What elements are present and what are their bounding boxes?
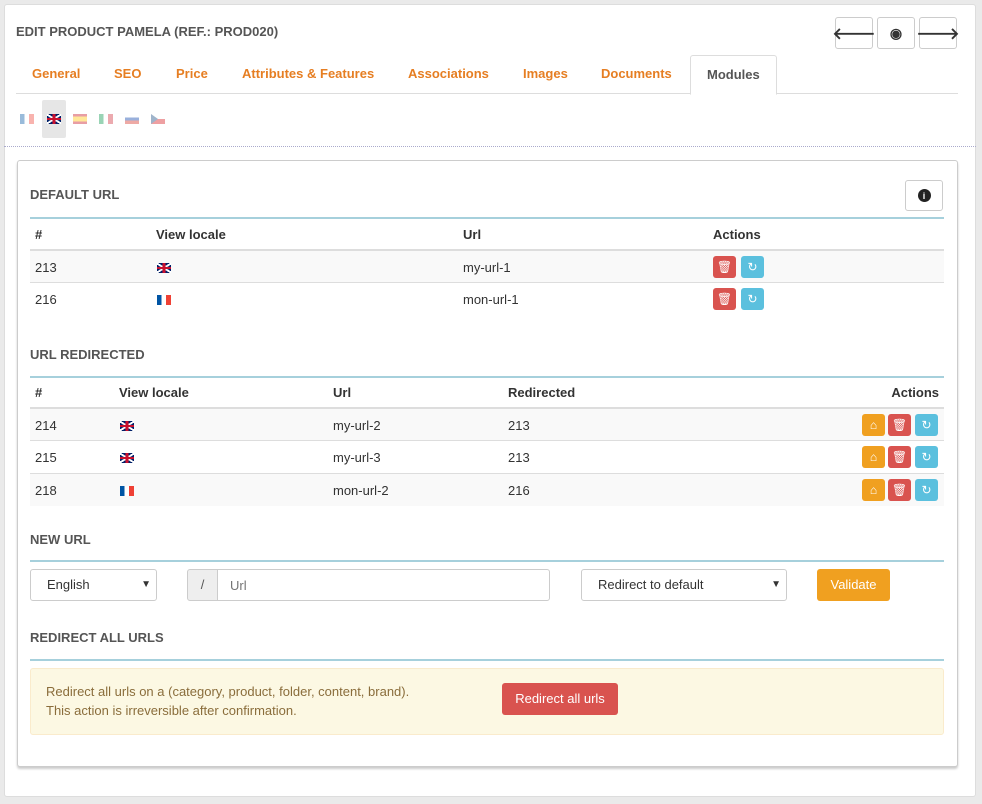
col-id: # <box>35 227 43 242</box>
divider <box>30 659 944 661</box>
alert-text-line2: This action is irreversible after confir… <box>46 703 297 718</box>
eye-icon: ◉ <box>889 24 903 41</box>
flag-fr-icon <box>120 486 134 496</box>
table-row: 218 mon-url-2 216 ⌂ 🗑 ↻ <box>30 473 944 506</box>
row-redirected: 216 <box>508 483 530 498</box>
caret-down-icon: ▼ <box>771 579 781 590</box>
col-url: Url <box>463 227 482 242</box>
tab-associations[interactable]: Associations <box>408 66 489 81</box>
table-row: 215 my-url-3 213 ⌂ 🗑 ↻ <box>30 440 944 473</box>
row-url: my-url-3 <box>333 450 381 465</box>
tab-modules[interactable]: Modules <box>690 55 777 95</box>
redirect-select-value: Redirect to default <box>598 577 704 592</box>
row-redirected: 213 <box>508 418 530 433</box>
tab-seo[interactable]: SEO <box>114 66 142 81</box>
arrow-left-icon: 🡐 <box>832 25 876 43</box>
new-url-heading: NEW URL <box>30 532 91 547</box>
info-button[interactable]: i <box>905 180 943 211</box>
tab-bar: General SEO Price Attributes & Features … <box>16 55 958 95</box>
row-id: 213 <box>35 260 57 275</box>
refresh-button[interactable]: ↻ <box>741 256 764 278</box>
divider <box>4 146 976 147</box>
table-row: 214 my-url-2 213 ⌂ 🗑 ↻ <box>30 407 944 440</box>
refresh-button[interactable]: ↻ <box>915 479 938 501</box>
redirect-all-heading: REDIRECT ALL URLS <box>30 630 164 645</box>
flag-ru-icon[interactable] <box>125 114 139 124</box>
tab-attributes-features[interactable]: Attributes & Features <box>242 66 375 81</box>
col-view-locale: View locale <box>119 385 189 400</box>
flag-fr-icon[interactable] <box>20 114 34 124</box>
row-url: my-url-1 <box>463 260 511 275</box>
divider <box>30 217 944 219</box>
col-id: # <box>35 385 43 400</box>
tab-images[interactable]: Images <box>523 66 568 81</box>
next-product-button[interactable]: 🡒 <box>916 17 960 49</box>
default-url-heading: DEFAULT URL <box>30 187 120 202</box>
flag-en-icon <box>157 263 171 273</box>
divider <box>30 376 944 378</box>
language-select[interactable]: English ▼ <box>30 569 157 601</box>
set-default-button[interactable]: ⌂ <box>862 446 885 468</box>
flag-cz-icon[interactable] <box>151 114 165 124</box>
delete-button[interactable]: 🗑 <box>713 256 736 278</box>
col-actions: Actions <box>891 385 939 400</box>
flag-fr-icon <box>157 295 171 305</box>
tab-price[interactable]: Price <box>176 66 208 81</box>
url-input[interactable] <box>217 569 550 601</box>
flag-en-icon[interactable] <box>47 114 61 124</box>
tab-documents[interactable]: Documents <box>601 66 672 81</box>
col-view-locale: View locale <box>156 227 226 242</box>
row-id: 218 <box>35 483 57 498</box>
page-title: EDIT PRODUCT PAMELA (REF.: PROD020) <box>16 24 279 39</box>
row-redirected: 213 <box>508 450 530 465</box>
caret-down-icon: ▼ <box>141 579 151 590</box>
delete-button[interactable]: 🗑 <box>888 414 911 436</box>
set-default-button[interactable]: ⌂ <box>862 414 885 436</box>
language-select-value: English <box>47 577 90 592</box>
flag-en-icon <box>120 453 134 463</box>
alert-text-line1: Redirect all urls on a (category, produc… <box>46 684 410 699</box>
set-default-button[interactable]: ⌂ <box>862 479 885 501</box>
row-url: mon-url-1 <box>463 292 519 307</box>
row-id: 215 <box>35 450 57 465</box>
delete-button[interactable]: 🗑 <box>713 288 736 310</box>
warning-alert <box>30 668 944 735</box>
col-actions: Actions <box>713 227 761 242</box>
info-icon: i <box>917 189 931 202</box>
col-redirected: Redirected <box>508 385 576 400</box>
validate-button[interactable]: Validate <box>817 569 890 601</box>
url-prefix: / <box>187 569 218 601</box>
redirect-all-button[interactable]: Redirect all urls <box>502 683 618 715</box>
refresh-button[interactable]: ↻ <box>741 288 764 310</box>
table-row: 213 my-url-1 🗑 ↻ <box>30 249 944 282</box>
divider <box>30 560 944 562</box>
col-url: Url <box>333 385 352 400</box>
refresh-button[interactable]: ↻ <box>915 446 938 468</box>
arrow-right-icon: 🡒 <box>916 25 960 43</box>
row-url: my-url-2 <box>333 418 381 433</box>
flag-es-icon[interactable] <box>73 114 87 124</box>
tab-general[interactable]: General <box>32 66 81 81</box>
row-url: mon-url-2 <box>333 483 389 498</box>
flag-it-icon[interactable] <box>99 114 113 124</box>
delete-button[interactable]: 🗑 <box>888 446 911 468</box>
row-id: 214 <box>35 418 57 433</box>
previous-product-button[interactable]: 🡐 <box>832 17 876 49</box>
refresh-button[interactable]: ↻ <box>915 414 938 436</box>
delete-button[interactable]: 🗑 <box>888 479 911 501</box>
preview-button[interactable]: ◉ <box>877 17 915 49</box>
redirect-select[interactable]: Redirect to default ▼ <box>581 569 787 601</box>
row-id: 216 <box>35 292 57 307</box>
table-row: 216 mon-url-1 🗑 ↻ <box>30 282 944 315</box>
url-redirected-heading: URL REDIRECTED <box>30 347 145 362</box>
flag-en-icon <box>120 421 134 431</box>
